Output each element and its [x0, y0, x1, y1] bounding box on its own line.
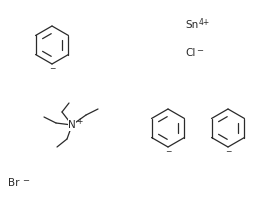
Text: 4+: 4+ — [199, 18, 210, 27]
Text: Sn: Sn — [185, 20, 198, 30]
Text: −: − — [49, 64, 55, 73]
Text: −: − — [165, 147, 171, 156]
Text: −: − — [196, 46, 203, 55]
Text: Br: Br — [8, 178, 19, 188]
Text: −: − — [225, 147, 231, 156]
Text: Cl: Cl — [185, 48, 195, 58]
Text: N: N — [68, 120, 76, 130]
Text: +: + — [76, 117, 82, 127]
Text: −: − — [22, 176, 29, 185]
